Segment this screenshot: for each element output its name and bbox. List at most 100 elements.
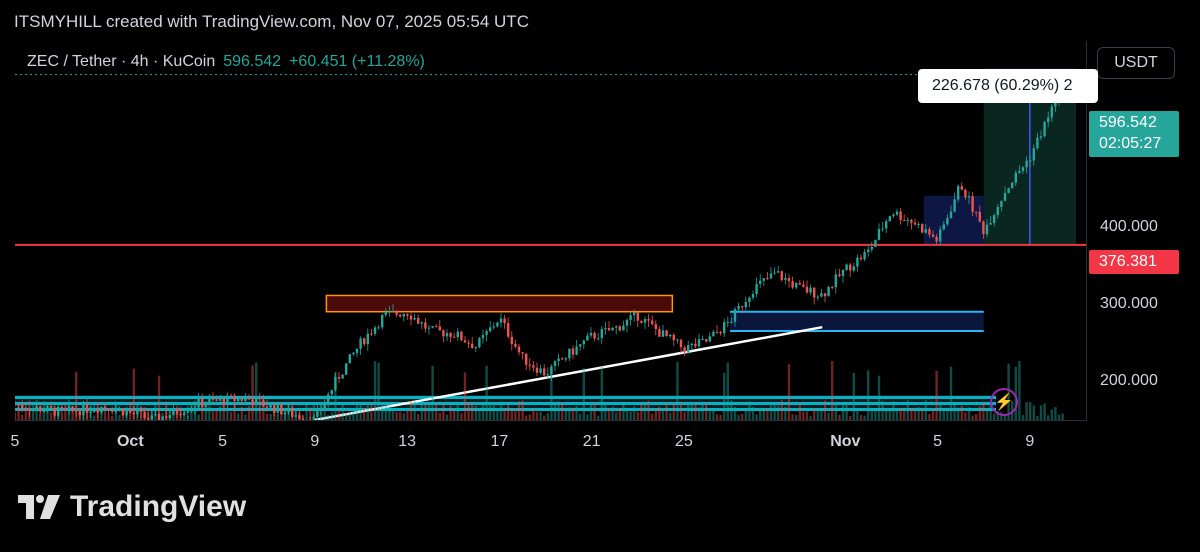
volume-bar [327,414,330,420]
candle [575,346,578,355]
tradingview-logo-icon [18,495,60,519]
candle [852,266,855,271]
volume-bar [759,408,762,420]
candle [931,234,935,237]
candle [507,323,510,337]
time-tick-label: 5 [10,433,20,450]
volume-bar [978,406,981,420]
candle [49,405,53,408]
candle [867,249,870,253]
time-tick-label: Nov [830,433,861,450]
volume-bar [165,401,168,420]
candle [125,410,128,416]
volume-bar [719,415,722,420]
volume-bar [1032,405,1035,420]
candle [780,271,783,280]
candle [690,343,693,346]
candle [993,215,996,224]
candle [291,408,294,417]
candle [424,322,427,329]
volume-bar [388,406,391,420]
candle [557,358,560,362]
candle [701,338,704,340]
candle [535,367,539,373]
volume-bar [15,412,17,420]
candle [597,338,600,340]
volume-bar [208,406,211,420]
candle [406,314,409,316]
volume-bar [816,411,819,420]
candle [1018,170,1021,173]
candle [53,407,56,416]
candle [517,346,521,353]
candle [71,406,74,411]
candle [784,277,787,280]
volume-bar [741,413,744,420]
candle [910,219,913,223]
volume-bar [636,412,639,420]
candle [1014,172,1017,183]
volume-bar [705,402,708,420]
volume-bar [823,400,827,420]
volume-bar [672,403,675,420]
candle [903,219,906,221]
candle [978,211,981,222]
volume-bar [582,368,585,420]
volume-bar [1043,403,1046,420]
candle [402,314,405,317]
volume-bar [845,403,848,420]
candle [751,294,755,298]
volume-bar [949,366,953,420]
measure-label: 226.678 (60.29%) 2 [918,69,1098,103]
candle [712,331,715,337]
candle [586,335,589,341]
candle [355,348,359,353]
candle [129,410,132,413]
candle [280,404,283,415]
volume-bar [733,407,737,420]
volume-bar [103,403,107,420]
volume-bar [280,410,283,420]
volume-bar [363,407,366,420]
volume-bar [107,414,110,420]
volume-bar [611,406,614,420]
volume-bar [975,414,978,420]
candle [528,364,531,366]
volume-bar [615,412,618,420]
candle [107,407,110,411]
candle [899,211,902,220]
volume-bar [953,404,956,420]
volume-bar [273,407,276,420]
currency-button[interactable]: USDT [1097,47,1175,79]
volume-bar [143,407,146,420]
candle [17,404,20,406]
volume-bar [244,414,247,420]
time-axis[interactable]: 5 Oct 5 9 13 17 21 25 Nov 5 9 [11,421,1086,462]
candle [85,403,89,413]
candle [589,332,593,336]
volume-bar [345,413,348,420]
volume-bar [312,403,315,420]
volume-bar [53,405,56,420]
legend-price: 596.542 [223,53,282,70]
volume-bar [391,408,395,420]
flash-icon[interactable]: ⚡ [990,388,1018,416]
volume-bar [813,407,816,420]
volume-bar [874,409,877,420]
candle [885,221,888,229]
candle [777,271,780,273]
candle [175,408,179,414]
symbol-title[interactable]: ZEC / Tether · 4h · KuCoin [27,53,216,70]
volume-bar [899,407,902,420]
volume-bar [708,411,711,420]
candle [75,410,78,412]
volume-bar [129,401,132,420]
volume-bar [629,411,632,420]
volume-bar [100,408,103,420]
volume-bar [334,372,337,420]
volume-bar [550,368,553,420]
volume-bar [492,402,495,420]
candle [787,277,791,282]
volume-bar [1021,414,1025,420]
